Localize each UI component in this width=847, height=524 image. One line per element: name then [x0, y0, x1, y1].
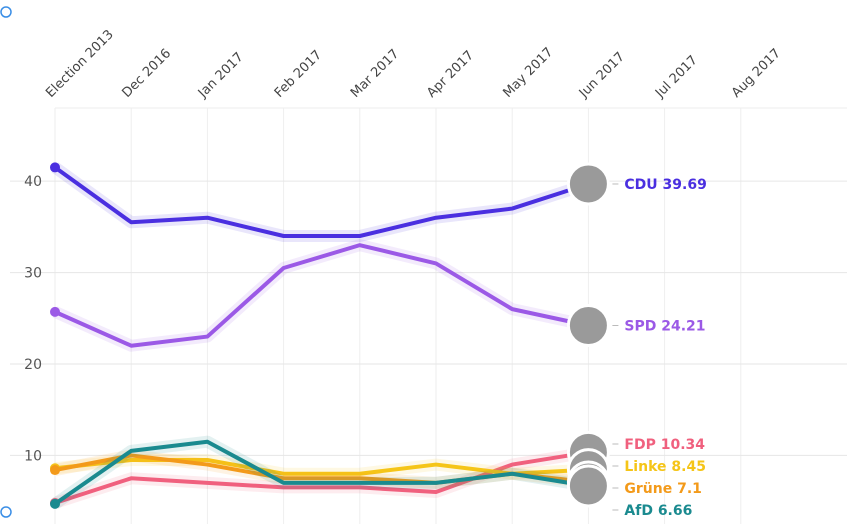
y-tick-label: 20: [24, 357, 42, 373]
series-label: Linke 8.45: [624, 459, 706, 475]
line: [53, 439, 591, 506]
series-label: Grüne 7.1: [624, 481, 702, 497]
start-dot: [50, 306, 60, 317]
x-tick-label: May 2017: [500, 45, 556, 101]
line: [53, 243, 591, 348]
y-tick-label: 30: [24, 266, 42, 282]
series-end-value: 24.21: [661, 319, 705, 335]
x-tick-label: Election 2013: [43, 27, 117, 101]
x-tick-label: Feb 2017: [272, 48, 325, 101]
series-label: FDP 10.34: [624, 437, 705, 453]
avatar: [566, 464, 610, 508]
x-tick-label: Dec 2016: [119, 46, 174, 101]
x-tick-label: Apr 2017: [424, 48, 477, 101]
y-tick-label: 40: [24, 174, 42, 190]
series-label: SPD 24.21: [624, 319, 705, 335]
grid: [10, 107, 847, 524]
corner-handle: [0, 6, 12, 18]
series-end-value: 7.1: [677, 481, 702, 497]
x-tick-label: Jul 2017: [652, 53, 701, 102]
x-tick-label: Aug 2017: [729, 46, 784, 101]
series-name: CDU: [624, 177, 657, 193]
series-label: AfD 6.66: [624, 503, 692, 519]
series-end-value: 39.69: [663, 177, 707, 193]
series-name: SPD: [624, 319, 656, 335]
x-tick-label: Jun 2017: [576, 50, 628, 102]
series-end-value: 6.66: [658, 503, 693, 519]
series-name: Grüne: [624, 481, 672, 497]
line: [53, 450, 591, 505]
start-dot: [50, 162, 60, 173]
y-tick-label: 10: [24, 448, 42, 464]
line: [53, 458, 591, 476]
series-name: AfD: [624, 503, 653, 519]
start-dot: [50, 465, 60, 476]
series-end-value: 10.34: [661, 437, 706, 453]
start-dot: [50, 498, 60, 509]
line: [53, 165, 591, 238]
line-glow: [51, 162, 591, 242]
series-name: Linke: [624, 459, 666, 475]
corner-handle: [0, 506, 12, 518]
x-tick-label: Jan 2017: [195, 50, 247, 102]
series-label: CDU 39.69: [624, 177, 706, 193]
avatar: [566, 162, 610, 206]
line-glow: [52, 239, 590, 352]
series-name: FDP: [624, 437, 655, 453]
series-end-value: 8.45: [671, 459, 706, 475]
avatar: [566, 304, 610, 348]
x-tick-label: Mar 2017: [348, 47, 402, 101]
